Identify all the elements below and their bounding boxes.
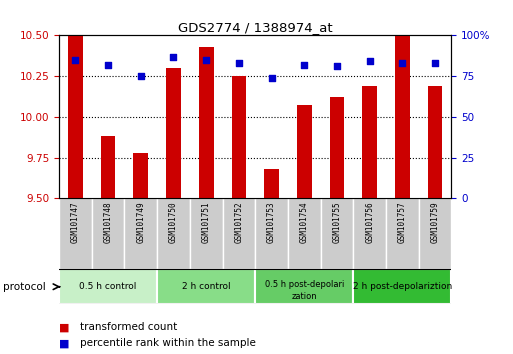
Bar <box>223 198 255 269</box>
Bar <box>353 198 386 269</box>
Bar <box>353 269 451 304</box>
Bar <box>59 269 157 304</box>
Text: GSM101752: GSM101752 <box>234 202 243 244</box>
Point <box>366 59 374 64</box>
Title: GDS2774 / 1388974_at: GDS2774 / 1388974_at <box>178 21 332 34</box>
Text: 0.5 h control: 0.5 h control <box>80 282 137 291</box>
Text: ■: ■ <box>59 338 69 348</box>
Bar <box>101 136 115 198</box>
Bar <box>321 198 353 269</box>
Point <box>71 57 80 63</box>
Text: GSM101749: GSM101749 <box>136 202 145 244</box>
Point <box>333 63 341 69</box>
Point <box>300 62 308 68</box>
Bar <box>166 68 181 198</box>
Text: GSM101747: GSM101747 <box>71 202 80 244</box>
Text: GSM101751: GSM101751 <box>202 202 211 244</box>
Bar <box>386 198 419 269</box>
Text: 2 h control: 2 h control <box>182 282 230 291</box>
Bar <box>255 198 288 269</box>
Text: 0.5 h post-depolari: 0.5 h post-depolari <box>265 280 344 290</box>
Text: GSM101756: GSM101756 <box>365 202 374 244</box>
Bar <box>288 198 321 269</box>
Point <box>169 54 177 59</box>
Bar <box>92 198 125 269</box>
Point <box>398 60 406 66</box>
Text: GSM101750: GSM101750 <box>169 202 178 244</box>
Text: transformed count: transformed count <box>80 322 177 332</box>
Text: GSM101748: GSM101748 <box>104 202 112 244</box>
Text: GSM101759: GSM101759 <box>430 202 440 244</box>
Text: zation: zation <box>291 292 317 301</box>
Bar <box>264 169 279 198</box>
Bar <box>330 97 344 198</box>
Bar <box>199 47 213 198</box>
Bar <box>362 86 377 198</box>
Point <box>235 60 243 66</box>
Bar <box>59 198 92 269</box>
Point <box>104 62 112 68</box>
Bar <box>157 198 190 269</box>
Bar <box>124 198 157 269</box>
Bar <box>297 105 311 198</box>
Text: GSM101753: GSM101753 <box>267 202 276 244</box>
Bar <box>419 198 451 269</box>
Bar <box>68 0 83 198</box>
Text: ■: ■ <box>59 322 69 332</box>
Text: protocol: protocol <box>3 282 45 292</box>
Bar <box>395 0 410 198</box>
Bar <box>231 76 246 198</box>
Bar <box>428 86 442 198</box>
Bar <box>190 198 223 269</box>
Text: GSM101755: GSM101755 <box>332 202 342 244</box>
Bar <box>133 153 148 198</box>
Point <box>136 73 145 79</box>
Point <box>431 60 439 66</box>
Text: percentile rank within the sample: percentile rank within the sample <box>80 338 255 348</box>
Bar <box>157 269 255 304</box>
Point <box>202 57 210 63</box>
Text: 2 h post-depolariztion: 2 h post-depolariztion <box>353 282 452 291</box>
Point <box>267 75 275 81</box>
Text: GSM101754: GSM101754 <box>300 202 309 244</box>
Bar <box>255 269 353 304</box>
Text: GSM101757: GSM101757 <box>398 202 407 244</box>
